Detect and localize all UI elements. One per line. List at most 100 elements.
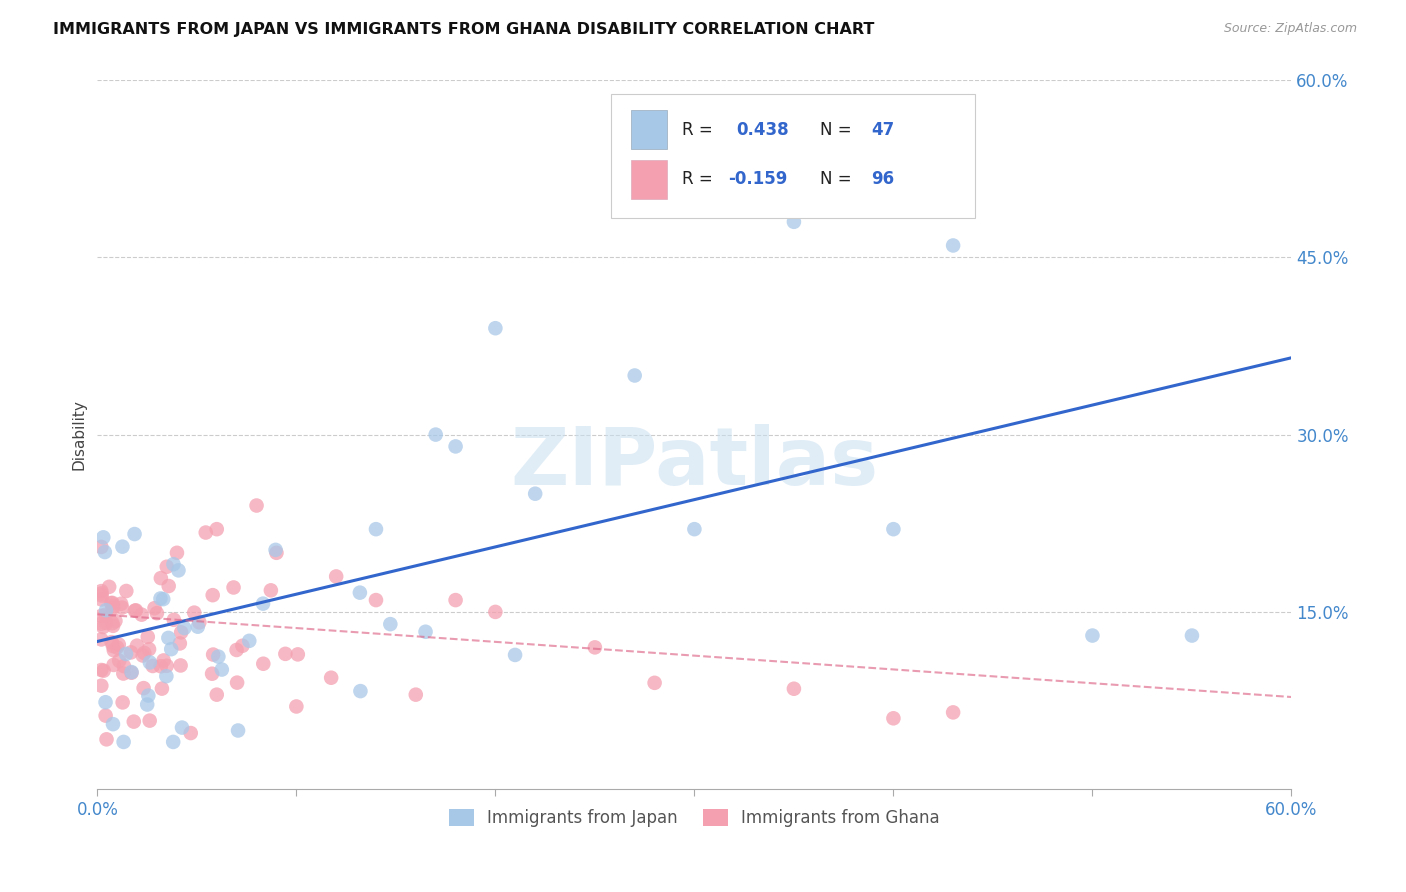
Point (94, 615, 117, 630)
Point (183, 606, 205, 620)
Text: -0.159: -0.159 (728, 170, 787, 188)
Point (121, 665, 143, 679)
Point (111, 695, 134, 709)
Point (136, 698, 159, 712)
Point (211, 663, 233, 677)
Point (274, 647, 297, 661)
Point (264, 542, 287, 557)
Point (644, 676, 666, 690)
Point (100, 596, 122, 610)
Point (380, 617, 402, 632)
Point (124, 527, 146, 541)
Point (180, 726, 202, 740)
Point (90, 632, 112, 647)
Text: Source: ZipAtlas.com: Source: ZipAtlas.com (1223, 22, 1357, 36)
Point (101, 616, 124, 631)
Point (201, 666, 224, 681)
Point (425, 427, 447, 442)
Point (583, 640, 606, 655)
Point (149, 591, 172, 606)
Point (138, 642, 160, 657)
Point (222, 581, 245, 595)
Text: N =: N = (820, 120, 856, 138)
Point (100, 635, 122, 649)
Point (167, 563, 190, 577)
Point (226, 723, 249, 738)
Point (349, 684, 371, 698)
Point (94, 708, 117, 723)
Point (104, 614, 127, 628)
Point (146, 606, 169, 620)
Point (131, 607, 153, 622)
Point (103, 657, 125, 672)
Point (101, 619, 124, 633)
Point (162, 735, 184, 749)
FancyBboxPatch shape (631, 160, 666, 199)
Point (90, 589, 112, 603)
Point (245, 499, 267, 513)
Point (136, 630, 159, 644)
Text: 96: 96 (872, 170, 894, 188)
Point (90, 616, 112, 631)
Point (108, 654, 131, 668)
FancyBboxPatch shape (631, 110, 666, 149)
Point (131, 648, 153, 663)
Text: ZIPatlas: ZIPatlas (510, 424, 879, 502)
Point (138, 689, 160, 703)
Point (91, 530, 114, 544)
Point (882, 522, 904, 536)
Point (201, 588, 224, 602)
Point (90, 540, 112, 554)
Point (120, 645, 142, 659)
FancyBboxPatch shape (610, 95, 974, 219)
Point (444, 593, 467, 607)
Text: 47: 47 (872, 120, 894, 138)
Point (364, 522, 387, 536)
Point (155, 669, 177, 683)
Point (98, 580, 121, 594)
Point (138, 714, 160, 728)
Point (94, 695, 117, 709)
Point (1081, 629, 1104, 643)
Point (93, 664, 115, 678)
Point (90, 584, 112, 599)
Point (90, 679, 112, 693)
Point (152, 592, 174, 607)
Point (125, 639, 148, 653)
Point (160, 642, 183, 657)
Point (783, 681, 806, 696)
Point (166, 546, 188, 560)
Point (143, 601, 166, 615)
Text: IMMIGRANTS FROM JAPAN VS IMMIGRANTS FROM GHANA DISABILITY CORRELATION CHART: IMMIGRANTS FROM JAPAN VS IMMIGRANTS FROM… (53, 22, 875, 37)
Point (349, 585, 371, 599)
Point (90, 592, 112, 607)
Point (252, 657, 274, 671)
Point (225, 643, 247, 657)
Point (112, 666, 135, 681)
Point (226, 675, 249, 690)
Point (157, 579, 180, 593)
Point (170, 721, 193, 735)
Point (132, 681, 155, 695)
Point (149, 659, 172, 673)
Point (156, 559, 179, 574)
Point (882, 711, 904, 725)
Point (156, 658, 179, 673)
Point (194, 525, 217, 540)
Point (942, 238, 965, 252)
Point (96, 732, 118, 747)
Text: R =: R = (682, 170, 718, 188)
Point (188, 615, 211, 630)
Point (783, 215, 806, 229)
Point (90, 586, 112, 600)
Text: R =: R = (682, 120, 718, 138)
Point (110, 597, 132, 611)
Point (205, 522, 228, 536)
Point (231, 639, 253, 653)
Point (112, 735, 135, 749)
Point (103, 643, 125, 657)
Point (170, 625, 193, 640)
Point (149, 571, 172, 585)
Point (444, 439, 467, 453)
Point (90, 608, 112, 623)
